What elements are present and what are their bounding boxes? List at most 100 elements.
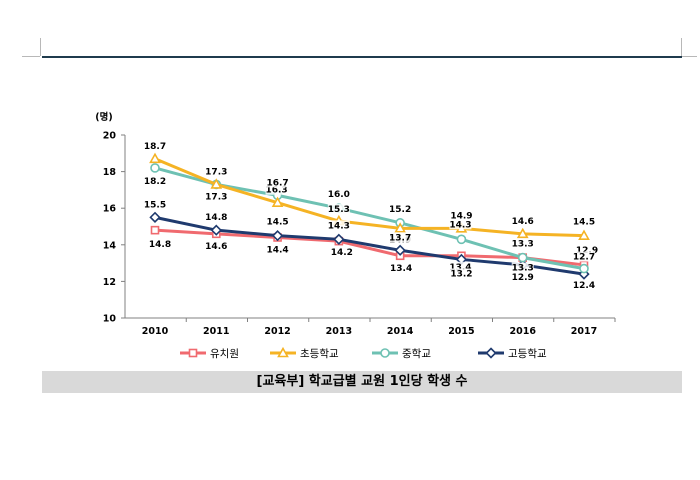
data-label: 15.3 xyxy=(328,205,350,215)
data-label: 14.5 xyxy=(266,218,288,228)
data-label: 13.7 xyxy=(389,233,411,243)
data-label: 14.3 xyxy=(449,220,471,230)
data-label-bg xyxy=(149,239,171,250)
data-label-bg xyxy=(511,271,534,282)
y-tick-label: 18 xyxy=(103,167,117,178)
data-label-bg xyxy=(205,240,228,251)
data-label: 16.7 xyxy=(266,178,288,188)
data-label: 13.4 xyxy=(449,263,471,273)
data-point xyxy=(149,152,161,164)
data-label: 14.5 xyxy=(573,218,595,228)
data-label-bg xyxy=(450,210,473,221)
data-label-bg xyxy=(330,247,353,258)
data-label: 14.6 xyxy=(512,217,534,227)
data-label-bg xyxy=(327,220,350,231)
data-label: 12.7 xyxy=(573,253,595,263)
x-tick-label: 2010 xyxy=(142,326,169,337)
crop-mark-left-h xyxy=(22,56,40,57)
data-label: 18.2 xyxy=(144,177,166,187)
data-label-bg xyxy=(327,204,350,215)
y-axis-unit: (명) xyxy=(95,111,112,123)
data-label: 13.3 xyxy=(512,240,534,250)
header-rule xyxy=(42,56,682,58)
data-label-bg xyxy=(205,212,228,223)
data-label: 14.2 xyxy=(331,248,353,258)
legend-marker xyxy=(485,347,497,359)
data-label: 17.3 xyxy=(205,192,227,202)
y-tick-label: 14 xyxy=(103,240,117,251)
legend-marker xyxy=(277,346,289,358)
crop-mark-right-h xyxy=(681,56,697,57)
data-label-bg xyxy=(450,268,473,279)
x-tick-label: 2012 xyxy=(264,326,290,337)
y-tick-label: 10 xyxy=(103,314,117,325)
data-label: 13.2 xyxy=(450,269,472,279)
line-chart: 10 12 14 16 18 20 (명) 2010 2011 2012 2013 2014 2015 2… xyxy=(95,111,616,360)
data-label-bg xyxy=(266,177,289,188)
legend-label: 고등학교 xyxy=(508,348,547,360)
legend-marker xyxy=(380,348,390,358)
data-label-bg xyxy=(266,244,289,255)
data-point xyxy=(333,233,345,245)
data-label-bg xyxy=(573,280,595,291)
data-label-bg xyxy=(327,189,350,200)
data-label-bg xyxy=(573,216,595,227)
x-tick-label: 2011 xyxy=(203,326,229,337)
data-label: 15.5 xyxy=(144,200,166,210)
legend-marker xyxy=(188,348,198,358)
crop-mark-right xyxy=(681,38,682,56)
legend-label: 초등학교 xyxy=(300,348,339,360)
data-label-bg xyxy=(266,216,289,227)
data-point xyxy=(149,211,161,223)
data-label: 14.6 xyxy=(205,242,227,252)
data-label: 12.9 xyxy=(512,273,534,283)
data-point xyxy=(456,234,467,245)
data-label-bg xyxy=(144,199,166,210)
series-line-1 xyxy=(154,157,585,238)
x-tick-label: 2015 xyxy=(448,326,474,337)
data-label: 14.9 xyxy=(450,211,472,221)
data-label-bg xyxy=(449,261,472,272)
legend-label: 유치원 xyxy=(210,348,239,360)
y-tick-label: 12 xyxy=(103,277,116,288)
series-line-0 xyxy=(154,228,585,267)
data-label-bg xyxy=(389,232,412,243)
data-point xyxy=(394,244,406,256)
data-point xyxy=(516,227,529,239)
data-label: 13.4 xyxy=(390,264,412,274)
data-label-bg xyxy=(205,166,228,177)
data-label-bg xyxy=(390,262,413,273)
crop-mark-left xyxy=(40,38,41,56)
data-point xyxy=(271,230,284,242)
data-label: 16.0 xyxy=(328,190,350,200)
data-label-bg xyxy=(449,219,472,230)
data-label-bg xyxy=(511,238,534,249)
data-label: 14.8 xyxy=(149,240,171,250)
data-label: 14.4 xyxy=(266,245,288,255)
legend-label: 중학교 xyxy=(402,348,431,360)
data-label-bg xyxy=(576,244,598,255)
data-label: 17.3 xyxy=(205,167,227,177)
data-label-bg xyxy=(205,191,228,202)
data-label-bg xyxy=(573,251,595,262)
x-tick-label: 2014 xyxy=(387,326,414,337)
data-point xyxy=(517,252,528,263)
data-label: 14.3 xyxy=(328,221,350,231)
data-point xyxy=(271,196,284,208)
data-point xyxy=(579,263,589,274)
figure-caption: [교육부] 학교급별 교원 1인당 학생 수 xyxy=(42,371,682,393)
y-tick-label: 16 xyxy=(103,204,117,215)
data-point xyxy=(210,178,223,189)
x-tick-label: 2013 xyxy=(326,326,352,337)
data-label-bg xyxy=(511,215,534,226)
data-point xyxy=(394,222,407,233)
data-label-bg xyxy=(511,262,534,273)
x-tick-label: 2017 xyxy=(571,326,597,337)
data-point xyxy=(578,229,590,240)
data-label: 14.8 xyxy=(205,213,227,223)
data-label-bg xyxy=(144,175,166,186)
data-label: 12.9 xyxy=(576,246,598,256)
y-tick-label: 20 xyxy=(103,131,117,142)
data-point xyxy=(150,225,160,235)
